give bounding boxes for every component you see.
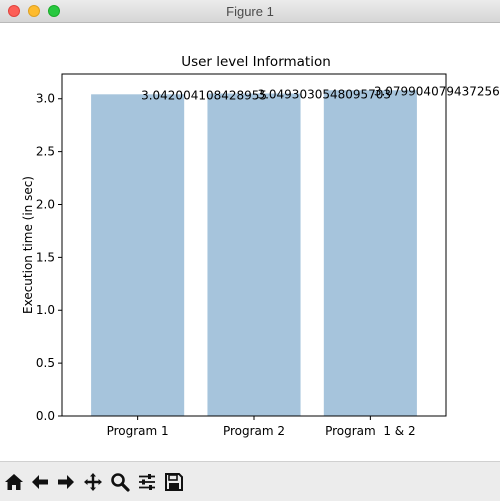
back-arrow-icon [32,475,48,489]
pan-icon [84,473,102,491]
home-icon [5,474,23,490]
y-tick-label: 1.5 [36,250,55,264]
y-axis-label: Execution time (in sec) [21,176,35,314]
bar-value-label: 3.079904079437256 [374,84,500,98]
bar [207,93,301,417]
y-tick-label: 2.5 [36,145,55,159]
y-tick-label: 0.5 [36,356,55,370]
bar-chart: User level Information Execution time (i… [21,54,500,438]
chart-title: User level Information [181,54,331,70]
bar [91,94,185,416]
zoom-icon [111,473,130,492]
forward-button[interactable] [54,470,78,494]
figure-canvas: User level Information Execution time (i… [0,23,500,460]
y-tick-label: 2.0 [36,197,55,211]
bar [323,90,417,416]
x-tick-label: Program 1 [107,424,169,438]
configure-subplots-button[interactable] [135,470,159,494]
title-bar: Figure 1 [0,0,500,23]
window-title: Figure 1 [226,4,274,19]
pan-button[interactable] [81,470,105,494]
x-tick-label: Program 1 & 2 [325,424,416,438]
save-button[interactable] [162,470,186,494]
plot-frame [61,73,447,417]
save-icon [165,473,183,491]
zoom-button[interactable] [108,470,132,494]
back-button[interactable] [28,470,52,494]
x-tick-label: Program 2 [223,424,285,438]
y-tick-label: 0.0 [36,409,55,423]
close-button[interactable] [8,5,20,17]
forward-arrow-icon [58,475,74,489]
maximize-button[interactable] [48,5,60,17]
bar-value-label: 3.0493030548095703 [257,88,391,102]
bar-value-label: 3.042004108428955 [141,88,267,102]
configure-subplots-icon [139,474,155,490]
y-tick-label: 1.0 [36,303,55,317]
minimize-button[interactable] [28,5,40,17]
home-button[interactable] [2,470,26,494]
navigation-toolbar [0,461,500,501]
y-tick-label: 3.0 [36,92,55,106]
